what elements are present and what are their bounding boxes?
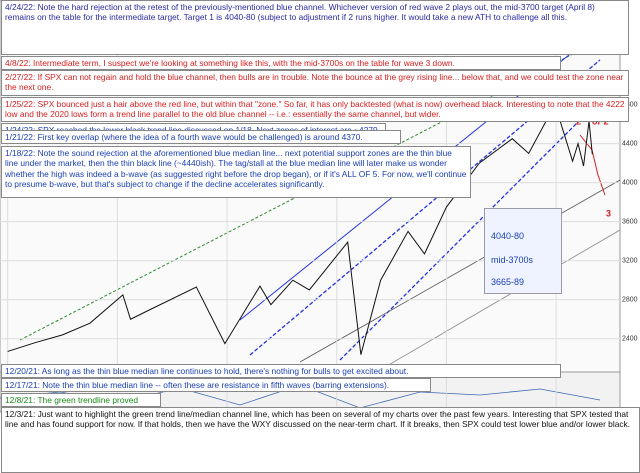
- annotation: 4/8/22: Intermediate term, I suspect we'…: [1, 56, 561, 70]
- y-tick-label: 2400: [622, 336, 638, 343]
- annotation: 12/20/21: As long as the thin blue media…: [1, 364, 561, 378]
- wave-label: 3: [606, 208, 611, 218]
- target-label: 3665-89: [491, 277, 525, 287]
- annotation: 12/3/21: Just want to highlight the gree…: [1, 407, 640, 473]
- target-box: 4040-80 mid-3700s 3665-89: [484, 208, 562, 294]
- annotation: 12/8/21: The green trendline proved usef…: [1, 393, 161, 407]
- y-tick-label: 3200: [622, 258, 638, 265]
- price-line: [7, 103, 593, 355]
- annotation: 1/25/22: SPX bounced just a hair above t…: [1, 97, 629, 122]
- annotation: 2/27/22: If SPX can not regain and hold …: [1, 70, 629, 96]
- y-tick-label: 3600: [622, 219, 638, 226]
- y-tick-label: 4400: [622, 140, 638, 147]
- annotation: 1/21/22: First key overlap (where the id…: [1, 130, 401, 144]
- annotation: 12/17/21: Note the thin blue median line…: [1, 378, 431, 392]
- y-tick-label: 4000: [622, 179, 638, 186]
- annotation: 1/18/22: Note the sound rejection at the…: [1, 146, 471, 198]
- annotation: 4/24/22: Note the hard rejection at the …: [1, 0, 629, 55]
- y-tick-label: 2800: [622, 297, 638, 304]
- y-tick-label: 4800: [622, 101, 638, 108]
- target-label: 4040-80: [491, 231, 525, 241]
- target-label: mid-3700s: [491, 255, 534, 265]
- black-trendline: [299, 179, 621, 363]
